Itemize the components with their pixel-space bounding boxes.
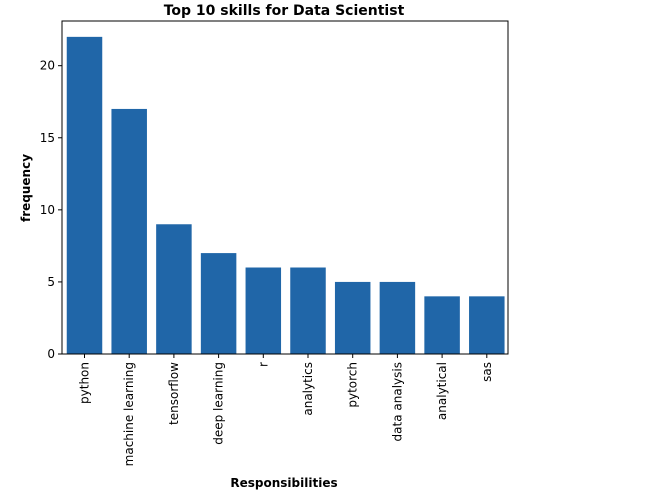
- x-tick-label: tensorflow: [167, 362, 181, 425]
- bar-tensorflow: [156, 224, 192, 354]
- x-tick-label: analytics: [301, 362, 315, 416]
- bar-machine-learning: [111, 108, 147, 355]
- y-tick-label: 5: [47, 275, 55, 289]
- bar-sas: [469, 296, 505, 354]
- x-tick-label: deep learning: [212, 362, 226, 445]
- bar-analytical: [424, 296, 460, 354]
- plot-frame: [61, 20, 509, 355]
- bars-group: [66, 36, 505, 355]
- chart-title: Top 10 skills for Data Scientist: [164, 3, 405, 19]
- y-tick-label: 20: [40, 59, 55, 73]
- x-tick-label: data analysis: [390, 362, 404, 441]
- x-tick-label: pytorch: [346, 362, 360, 408]
- y-tick-label: 15: [40, 131, 55, 145]
- x-tick-label: r: [256, 362, 270, 367]
- bar-python: [66, 36, 103, 354]
- y-axis-title: frequency: [19, 154, 33, 222]
- x-axis-ticks: python machine learning tensorflow deep lea…: [78, 354, 494, 466]
- bar-r: [245, 267, 282, 354]
- y-tick-label: 10: [40, 203, 55, 217]
- bar-data-analysis: [379, 281, 416, 354]
- bar-pytorch: [334, 281, 371, 354]
- y-tick-label: 0: [47, 347, 55, 361]
- x-axis-title: Responsibilities: [230, 476, 337, 490]
- x-tick-label: python: [78, 362, 92, 404]
- x-tick-label: sas: [480, 362, 494, 382]
- y-axis-ticks: 0 5 10 15 20: [40, 59, 62, 361]
- bar-deep-learning: [200, 253, 237, 354]
- bar-analytics: [290, 267, 326, 354]
- x-tick-label: analytical: [435, 362, 449, 420]
- x-tick-label: machine learning: [122, 362, 136, 466]
